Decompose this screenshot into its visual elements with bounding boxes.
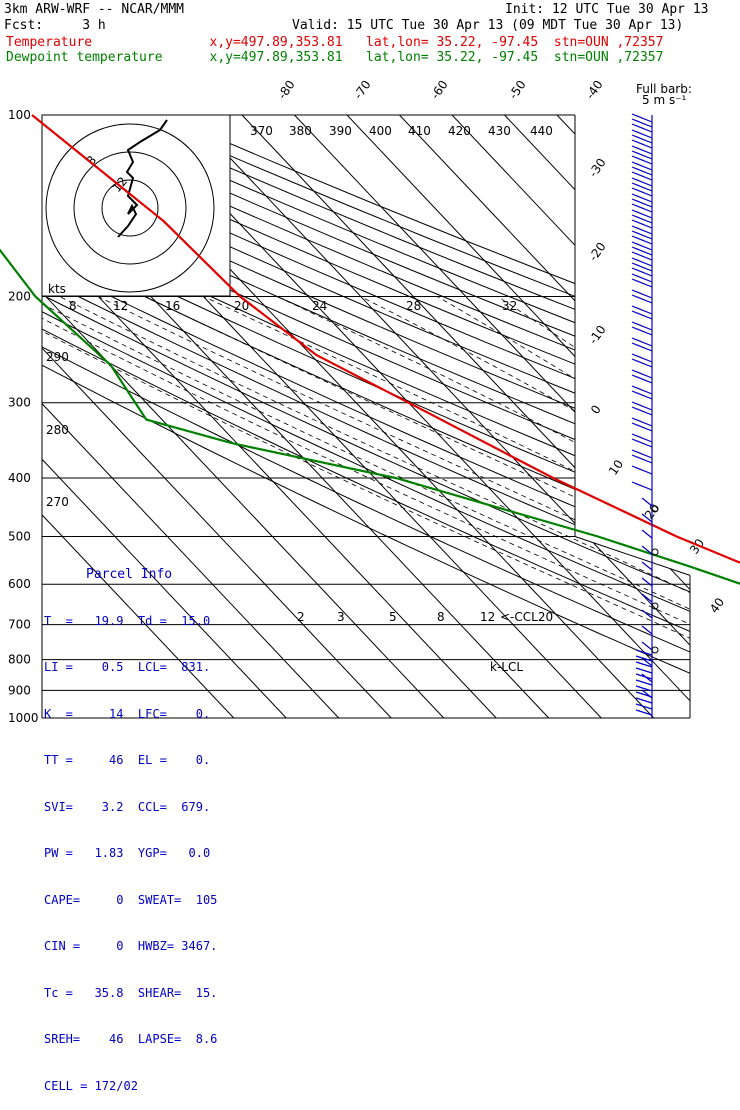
- wind-barb: [636, 710, 652, 715]
- wind-barb: [642, 642, 652, 650]
- parcel-row: SREH= 46 LAPSE= 8.6: [44, 1032, 234, 1048]
- pressure-label: 1000: [8, 711, 39, 725]
- parcel-row: Tc = 35.8 SHEAR= 15.: [44, 986, 234, 1002]
- wind-barb: [636, 668, 652, 673]
- isotherm: [452, 115, 740, 718]
- pressure-label: 900: [8, 683, 31, 697]
- parcel-row: TT = 46 EL = 0.: [44, 753, 234, 769]
- wind-barb: [636, 674, 652, 679]
- pressure-label: 700: [8, 618, 31, 632]
- wind-barb: [642, 530, 652, 538]
- moist-adiabat: [204, 297, 740, 719]
- hodo-speed-label: 24: [312, 299, 327, 313]
- pressure-label: 300: [8, 396, 31, 410]
- hodo-speed-label: 12: [113, 299, 128, 313]
- hodo-speed-label: 32: [502, 299, 517, 313]
- wind-barb: [636, 650, 652, 655]
- pressure-label: 600: [8, 577, 31, 591]
- parcel-row: CIN = 0 HWBZ= 3467.: [44, 939, 234, 955]
- wind-barb: [636, 692, 652, 697]
- dry-adiabat: [163, 115, 740, 718]
- mixing-ratio-label: 8: [437, 610, 445, 624]
- parcel-info-box: Parcel Info T = 19.9 Td = 15.0 LI = 0.5 …: [44, 536, 234, 1110]
- isotherm-label: -80: [275, 78, 298, 102]
- wind-barb: [642, 562, 652, 570]
- isotherm-label: -50: [506, 78, 529, 102]
- theta-label: 390: [329, 124, 352, 138]
- parcel-info-title: Parcel Info: [44, 567, 234, 583]
- mixing-ratio-label: 3: [337, 610, 345, 624]
- pressure-label: 400: [8, 471, 31, 485]
- isotherm-label: -40: [583, 78, 606, 102]
- calm-marker: [652, 647, 658, 653]
- parcel-row: PW = 1.83 YGP= 0.0: [44, 846, 234, 862]
- moist-adiabat: [437, 297, 740, 719]
- parcel-row: LI = 0.5 LCL= 831.: [44, 660, 234, 676]
- parcel-row: CAPE= 0 SWEAT= 105: [44, 893, 234, 909]
- kts-label: kts: [48, 282, 66, 296]
- mixing-ratio-label: 5: [389, 610, 397, 624]
- hodo-speed-label: 16: [165, 299, 180, 313]
- parcel-row: CELL = 172/02: [44, 1079, 234, 1095]
- isotherm-label: 10: [606, 457, 626, 478]
- isotherm-label: 40: [707, 595, 727, 616]
- hodo-speed-label: 8: [69, 299, 77, 313]
- hodo-speed-label: 28: [406, 299, 421, 313]
- theta-label: 430: [488, 124, 511, 138]
- theta-label: 420: [448, 124, 471, 138]
- lcl-label: k-LCL: [490, 660, 523, 674]
- theta-label: 410: [408, 124, 431, 138]
- mixing-ratio-label: 2: [297, 610, 305, 624]
- mixing-ratio-label: 12: [480, 610, 495, 624]
- isotherm-label: 30: [687, 536, 707, 557]
- pressure-label: 100: [8, 108, 31, 122]
- moist-adiabat: [277, 297, 740, 719]
- pressure-label: 800: [8, 653, 31, 667]
- barb-legend-unit: 5 m s⁻¹: [642, 93, 687, 107]
- pressure-label: 500: [8, 529, 31, 543]
- wind-barb: [642, 594, 652, 602]
- isotherm-label: -30: [586, 156, 609, 180]
- theta-label: 380: [289, 124, 312, 138]
- parcel-row: T = 19.9 Td = 15.0: [44, 614, 234, 630]
- pressure-label: 200: [8, 290, 31, 304]
- wind-barb: [632, 482, 652, 490]
- parcel-row: SVI= 3.2 CCL= 679.: [44, 800, 234, 816]
- theta-label: 400: [369, 124, 392, 138]
- isotherm: [400, 115, 740, 718]
- theta-label: 370: [250, 124, 273, 138]
- theta-label: 270: [46, 495, 69, 509]
- theta-label: 440: [530, 124, 553, 138]
- isotherm-label: -60: [428, 78, 451, 102]
- ccl-label: <-CCL20: [500, 610, 553, 624]
- theta-label: 280: [46, 423, 69, 437]
- wind-barb: [642, 578, 652, 586]
- isotherm-label: -20: [586, 240, 609, 264]
- isotherm-label: -10: [586, 323, 609, 347]
- isotherm-label: -70: [351, 78, 374, 102]
- theta-label: 290: [46, 350, 69, 364]
- moist-adiabat: [361, 297, 740, 719]
- isotherm: [190, 115, 740, 718]
- isotherm: [610, 115, 740, 718]
- parcel-row: K = 14 LFC= 0.: [44, 707, 234, 723]
- wind-barb: [632, 466, 652, 474]
- isotherm: [505, 115, 740, 718]
- isotherm-label: 0: [588, 402, 604, 416]
- wind-barb: [642, 626, 652, 634]
